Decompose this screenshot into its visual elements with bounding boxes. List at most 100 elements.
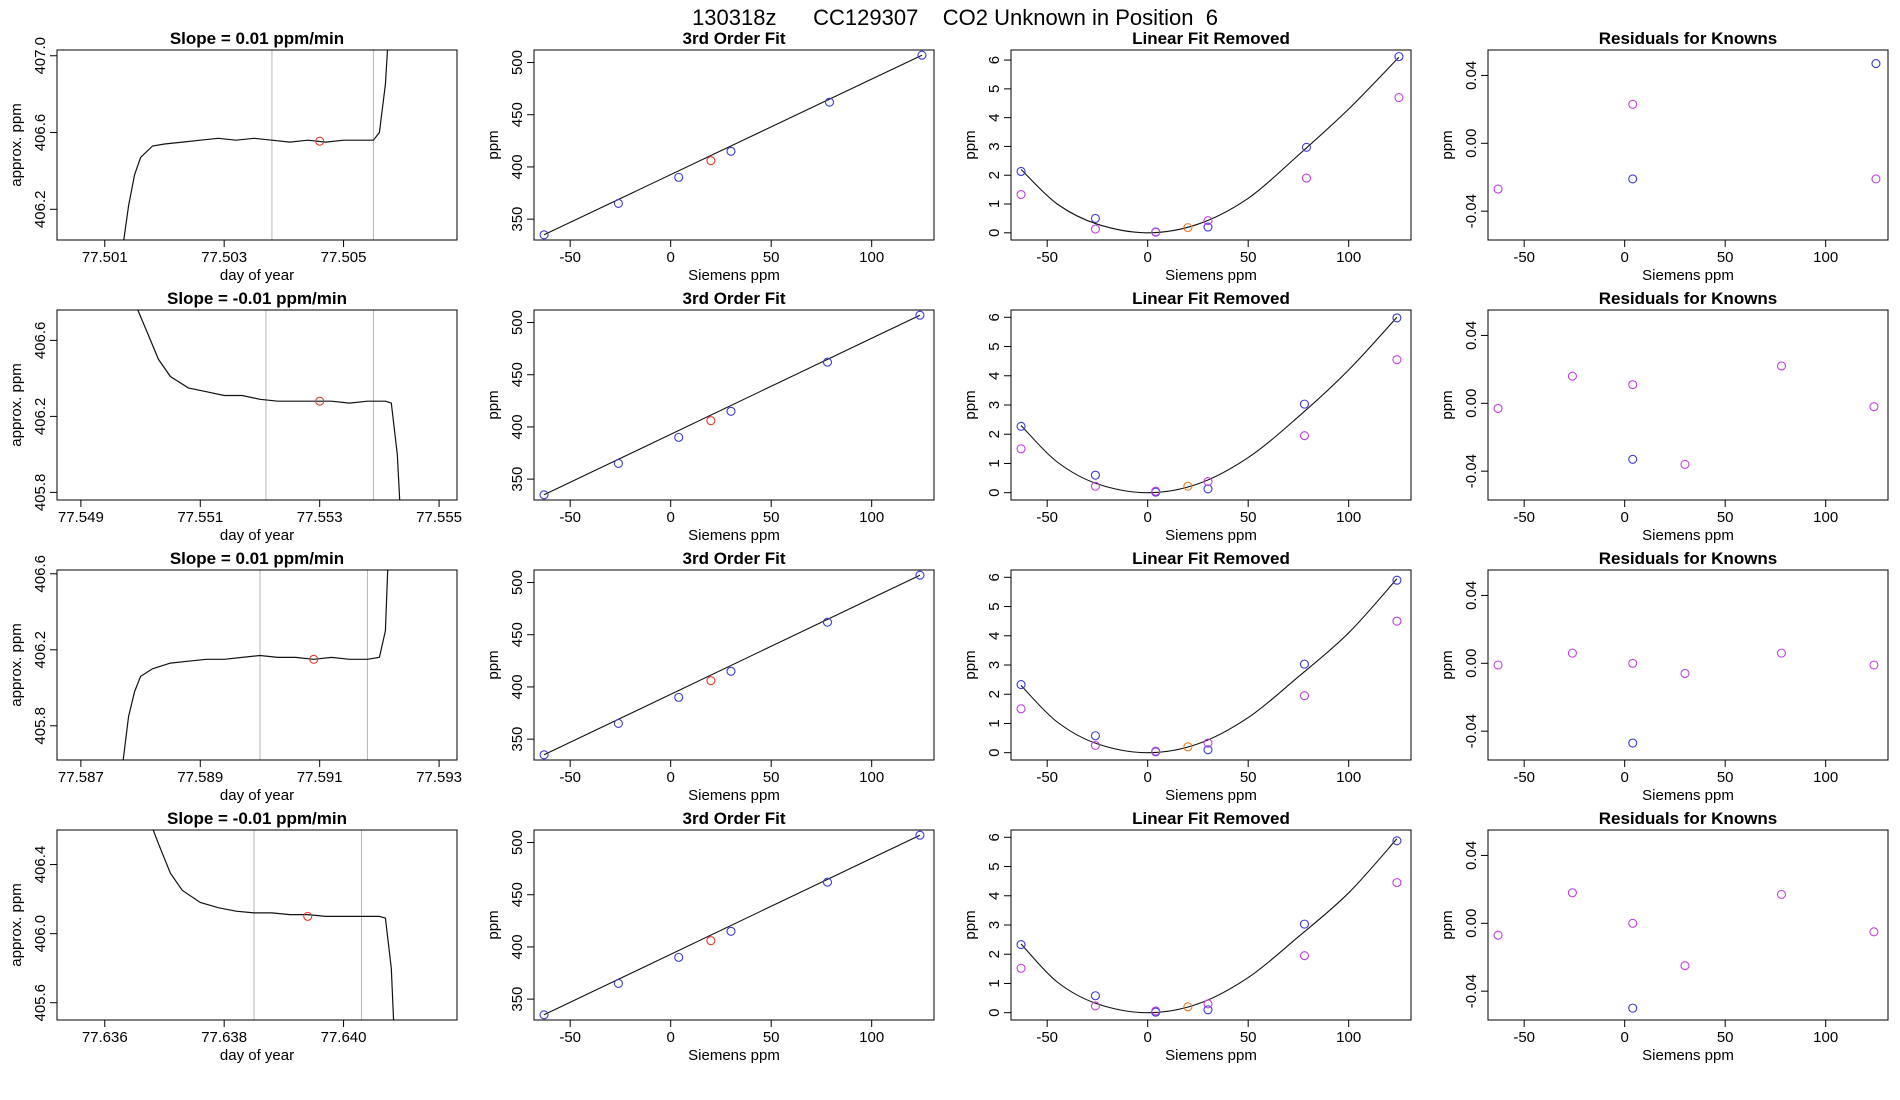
y-axis-label: approx. ppm [8,623,25,706]
y-tick-label: 4 [986,892,1003,900]
data-point [1016,421,1026,431]
x-tick-label: 77.640 [321,1029,367,1046]
plot-frame [533,569,935,761]
fit-curve [1020,316,1398,494]
data-point [1203,999,1213,1009]
data-point [1299,399,1310,409]
x-tick-label: 0 [667,509,675,526]
x-axis-label: Siemens ppm [688,267,780,284]
data-point [1090,991,1100,1001]
y-axis-label: ppm [1439,130,1456,159]
x-tick-label: 50 [1717,769,1734,786]
x-tick-label: 100 [859,1029,884,1046]
data-point [1016,680,1026,690]
y-tick-label: 400 [509,414,526,439]
plot-frame [1487,309,1889,501]
x-axis-label: day of year [220,1047,294,1064]
data-point [1628,1003,1638,1013]
data-point [1016,444,1026,454]
data-point [1090,224,1100,234]
y-tick-label: 500 [509,50,526,75]
y-tick-label: 4 [986,113,1003,121]
data-point [1567,648,1577,658]
data-point [1392,575,1402,585]
y-tick-label: -0.04 [1463,974,1480,1008]
y-axis-label: ppm [485,390,502,419]
x-tick-label: 77.505 [321,249,367,266]
x-tick-label: -50 [1513,1029,1535,1046]
y-axis-label: ppm [962,130,979,159]
data-point [726,926,736,936]
series-line [123,50,389,240]
x-tick-label: 0 [1621,769,1629,786]
x-tick-label: 100 [1336,509,1361,526]
panel-fit: -50 0 50 100 0 1 2 3 4 5 6 Linear Fit Removed Siemen… [962,289,1412,544]
data-point [1090,740,1100,750]
x-tick-label: 0 [1144,769,1152,786]
data-point [1392,313,1402,323]
panel-title: Slope = -0.01 ppm/min [167,289,347,308]
data-point [1392,836,1402,846]
data-point [1871,59,1881,69]
panel-title: Slope = -0.01 ppm/min [167,809,347,828]
x-tick-label: -50 [1036,249,1058,266]
y-tick-label: 1 [986,459,1003,467]
y-tick-label: -0.04 [1463,714,1480,748]
x-axis-label: Siemens ppm [688,1047,780,1064]
x-tick-label: 100 [1813,1029,1838,1046]
x-tick-label: 100 [859,769,884,786]
data-point [1016,963,1026,973]
data-point [1628,454,1638,464]
y-tick-label: -0.04 [1463,454,1480,488]
plot-frame [533,49,935,241]
data-point [1869,927,1879,937]
panel-residual: -50 0 50 100 -0.04 0.00 0.04 Residuals for Know… [1439,29,1889,284]
x-tick-label: 0 [1144,509,1152,526]
y-axis-label: ppm [1439,650,1456,679]
plot-frame [1010,49,1412,241]
y-tick-label: 1 [986,979,1003,987]
data-point [1567,888,1577,898]
y-tick-label: 350 [509,207,526,232]
y-tick-label: 6 [986,56,1003,64]
x-tick-label: 50 [1717,509,1734,526]
data-point [1628,174,1638,184]
panel-title: Residuals for Knowns [1599,29,1778,48]
data-point [1016,189,1026,200]
y-tick-label: 406.6 [32,555,49,593]
x-tick-label: 100 [1336,769,1361,786]
x-axis-label: Siemens ppm [688,787,780,804]
data-point [1203,484,1213,494]
panel-timeseries: 77.549 77.551 77.553 77.555 405.8 406.2 406.6 S… [8,289,462,544]
x-tick-label: 77.589 [177,769,223,786]
x-tick-label: 0 [1621,249,1629,266]
y-tick-label: 6 [986,573,1003,581]
y-tick-label: 5 [986,85,1003,93]
x-tick-label: 100 [1336,1029,1361,1046]
x-tick-label: 77.551 [177,509,223,526]
x-tick-label: 50 [763,769,780,786]
y-tick-label: 350 [509,987,526,1012]
series-line [122,570,389,760]
data-point [1301,173,1312,183]
y-tick-label: 3 [986,401,1003,409]
highlight-point [315,396,325,406]
data-point [915,830,925,840]
y-axis-label: ppm [485,910,502,939]
x-tick-label: 77.638 [201,1029,247,1046]
x-tick-label: 50 [1240,1029,1257,1046]
data-point [1299,951,1310,961]
x-tick-label: 0 [667,1029,675,1046]
y-tick-label: 350 [509,727,526,752]
data-point [539,490,549,500]
data-point [1203,738,1213,748]
data-point [1493,403,1503,413]
x-tick-label: 50 [1240,249,1257,266]
y-tick-label: 406.4 [32,846,49,884]
y-tick-label: 406.2 [32,398,49,436]
plot-frame [1487,569,1889,761]
x-tick-label: -50 [1513,249,1535,266]
x-axis-label: Siemens ppm [1165,787,1257,804]
panel-title: 3rd Order Fit [683,549,786,568]
y-axis-label: approx. ppm [8,103,25,186]
